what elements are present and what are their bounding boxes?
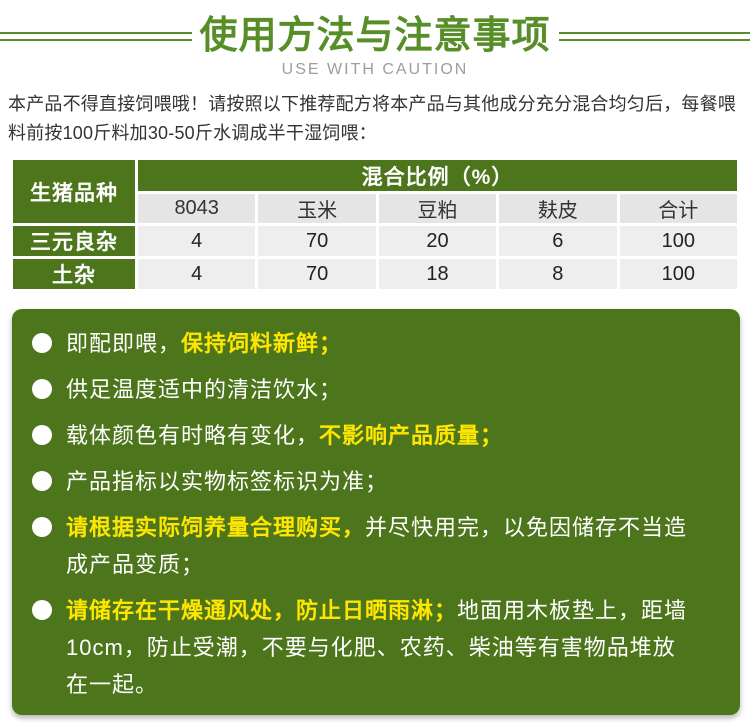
table-cell: 18: [378, 259, 497, 289]
table-row: 三元良杂 4 70 20 6 100: [13, 226, 737, 256]
table-row-label: 土杂: [13, 259, 135, 289]
note-text: 载体颜色有时略有变化，不影响产品质量；: [66, 423, 504, 448]
page-title: 使用方法与注意事项: [199, 15, 551, 57]
title-decor-line-right-icon: [558, 31, 750, 41]
table-column-header: 8043: [138, 194, 256, 223]
table-row: 土杂 4 70 18 8 100: [13, 259, 737, 289]
table-cell: 4: [138, 259, 256, 289]
title-decor-line-left-icon: [0, 31, 192, 41]
table-cell: 100: [619, 259, 737, 289]
header: 使用方法与注意事项: [0, 0, 750, 58]
intro-text: 本产品不得直接饲喂哦！请按照以下推荐配方将本产品与其他成分充分混合均匀后，每餐喂…: [8, 94, 736, 143]
note-item: 产品指标以实物标签标识为准；: [32, 463, 720, 500]
bullet-dot-icon: [32, 379, 52, 399]
bullet-dot-icon: [32, 333, 52, 353]
table-cell: 6: [499, 226, 617, 256]
table-subheader-row: 8043 玉米 豆粕 麸皮 合计: [13, 194, 737, 223]
note-text: 产品指标以实物标签标识为准；: [66, 469, 389, 494]
table-column-header: 合计: [619, 194, 737, 223]
note-item: 载体颜色有时略有变化，不影响产品质量；: [32, 417, 720, 454]
page-subtitle: USE WITH CAUTION: [281, 61, 469, 78]
table-cell: 4: [138, 226, 256, 256]
table-row-label: 三元良杂: [13, 226, 135, 256]
note-item: 请根据实际饲养量合理购买，并尽快用完，以免因储存不当造成产品变质；: [32, 509, 720, 583]
bullet-dot-icon: [32, 517, 52, 537]
table-column-header: 玉米: [258, 194, 376, 223]
note-item: 供足温度适中的清洁饮水；: [32, 371, 720, 408]
table-cell: 8: [499, 259, 617, 289]
table-cell: 20: [378, 226, 497, 256]
table-corner-header: 生猪品种: [13, 160, 135, 223]
table-cell: 100: [619, 226, 737, 256]
notes-panel: 即配即喂，保持饲料新鲜； 供足温度适中的清洁饮水； 载体颜色有时略有变化，不影响…: [12, 309, 740, 715]
note-item: 即配即喂，保持饲料新鲜；: [32, 325, 720, 362]
bullet-dot-icon: [32, 425, 52, 445]
table-cell: 70: [258, 259, 376, 289]
table-cell: 70: [258, 226, 376, 256]
table-column-header: 麸皮: [499, 194, 617, 223]
table-group-header: 混合比例（%）: [138, 160, 737, 191]
mix-ratio-table: 生猪品种 混合比例（%） 8043 玉米 豆粕 麸皮 合计 三元良杂 4 70 …: [10, 157, 740, 292]
note-text: 请根据实际饲养量合理购买，并尽快用完，以免因储存不当造成产品变质；: [66, 515, 688, 577]
bullet-dot-icon: [32, 471, 52, 491]
note-text: 供足温度适中的清洁饮水；: [66, 377, 343, 402]
note-text: 请储存在干燥通风处，防止日晒雨淋；地面用木板垫上，距墙10cm，防止受潮，不要与…: [66, 598, 688, 697]
table-column-header: 豆粕: [378, 194, 497, 223]
bullet-dot-icon: [32, 600, 52, 620]
note-text: 即配即喂，保持饲料新鲜；: [66, 331, 343, 356]
note-item: 请储存在干燥通风处，防止日晒雨淋；地面用木板垫上，距墙10cm，防止受潮，不要与…: [32, 592, 720, 703]
